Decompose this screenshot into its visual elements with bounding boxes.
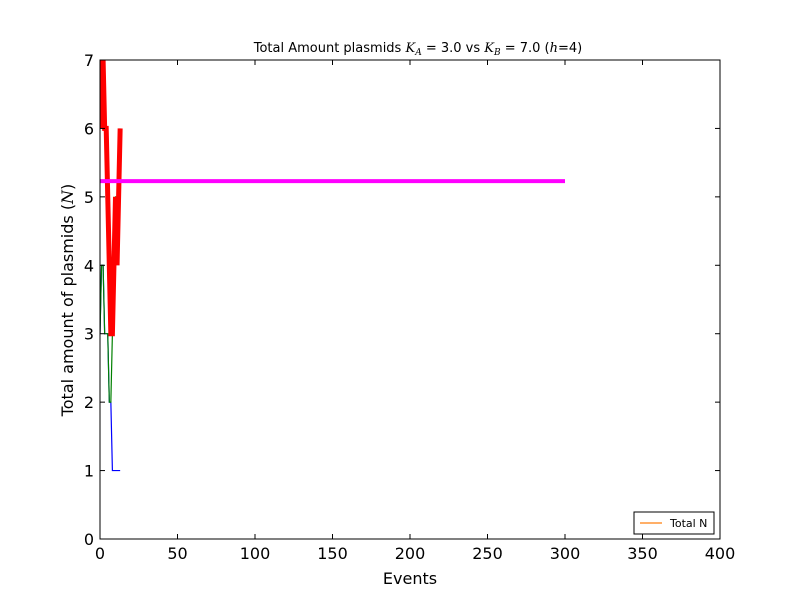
x-tick-label-1: 50 [167, 544, 187, 563]
ticks-group: 0 50 100 150 200 250 300 350 400 0 1 2 3 4 5 6 7 [84, 51, 735, 563]
y-tick-label-5: 5 [84, 188, 94, 207]
y-tick-label-3: 3 [84, 325, 94, 344]
y-axis-label: Total amount of plasmids (N) [58, 184, 77, 418]
series-line-2 [100, 60, 123, 337]
x-tick-label-2: 100 [240, 544, 271, 563]
y-tick-label-0: 0 [84, 530, 94, 549]
y-tick-label-2: 2 [84, 393, 94, 412]
y-tick-label-1: 1 [84, 462, 94, 481]
x-tick-label-7: 350 [627, 544, 658, 563]
legend-box [633, 511, 715, 535]
legend: Total N [633, 511, 715, 535]
x-tick-label-3: 150 [317, 544, 348, 563]
chart-title: Total Amount plasmids KA = 3.0 vs KB = 7… [253, 41, 583, 58]
legend-label: Total N [669, 517, 707, 530]
y-tick-label-6: 6 [84, 119, 94, 138]
x-tick-label-8: 400 [705, 544, 736, 563]
x-tick-label-5: 250 [472, 544, 503, 563]
x-axis-label: Events [383, 569, 437, 588]
x-tick-label-4: 200 [395, 544, 426, 563]
series-group [100, 60, 565, 472]
y-tick-label-7: 7 [84, 51, 94, 70]
x-tick-label-0: 0 [95, 544, 105, 563]
y-tick-label-4: 4 [84, 256, 94, 275]
x-tick-label-6: 300 [550, 544, 581, 563]
